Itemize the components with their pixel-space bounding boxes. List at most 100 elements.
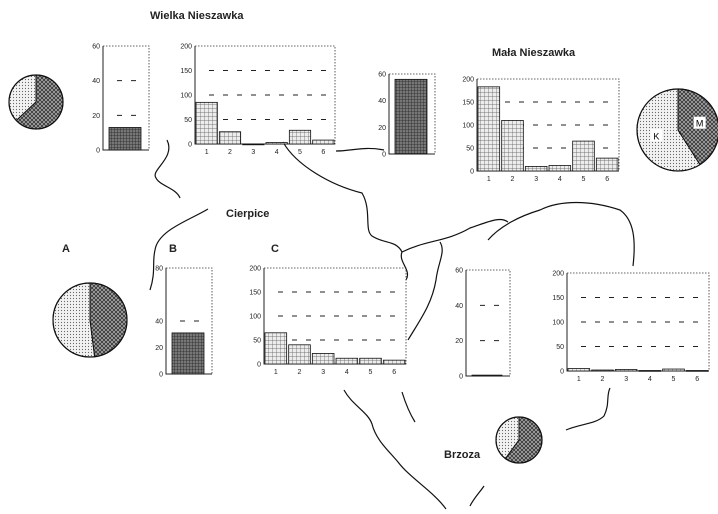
- y-tick-label: 150: [180, 68, 192, 75]
- x-tick-label: 1: [205, 149, 209, 156]
- y-tick-label: 150: [249, 290, 261, 297]
- bar: [288, 129, 312, 145]
- y-tick-label: 0: [470, 169, 474, 176]
- y-tick-label: 100: [180, 93, 192, 100]
- y-tick-label: 40: [92, 78, 100, 85]
- y-tick-label: 50: [556, 344, 564, 351]
- cierpice-pie: [52, 282, 128, 358]
- pie-outline: [495, 416, 543, 464]
- bar: [312, 139, 335, 145]
- bar: [359, 357, 382, 365]
- x-tick-label: 2: [511, 176, 515, 183]
- x-tick-label: 6: [695, 376, 699, 383]
- y-tick-label: 20: [92, 113, 100, 120]
- y-tick-label: 200: [180, 44, 192, 51]
- x-tick-label: 6: [321, 149, 325, 156]
- bar: [548, 165, 572, 172]
- y-tick-label: 0: [382, 152, 386, 159]
- bar: [501, 120, 524, 172]
- place-label-wielka-nieszawka: Wielka Nieszawka: [150, 10, 244, 22]
- x-tick-label: 4: [558, 176, 562, 183]
- bar: [242, 143, 265, 146]
- y-tick-label: 0: [560, 369, 564, 376]
- bar: [614, 369, 638, 372]
- x-tick-label: 4: [648, 376, 652, 383]
- cierpice-histogram: 0 50 100 150 200 1 2 3 4 5 6: [249, 266, 406, 376]
- y-tick-label: 0: [159, 372, 163, 379]
- y-tick-label: 40: [155, 319, 163, 326]
- y-tick-label: 100: [249, 314, 261, 321]
- pie-outline: [636, 88, 718, 172]
- bar: [265, 142, 288, 145]
- y-tick-label: 0: [257, 362, 261, 369]
- bar: [195, 101, 218, 145]
- y-tick-label: 50: [184, 117, 192, 124]
- mala-nieszawka-histogram: 0 50 100 150 200 1 2 3 4 5 6: [462, 77, 619, 183]
- x-tick-label: 2: [228, 149, 232, 156]
- y-tick-label: 0: [96, 148, 100, 155]
- y-tick-label: 100: [552, 320, 564, 327]
- x-tick-label: 3: [624, 376, 628, 383]
- bar: [311, 353, 335, 365]
- bar: [394, 78, 428, 155]
- x-tick-label: 2: [601, 376, 605, 383]
- x-tick-label: 1: [274, 369, 278, 376]
- bar: [591, 369, 614, 372]
- y-tick-label: 40: [378, 98, 386, 105]
- y-tick-label: 0: [459, 374, 463, 381]
- row-label-b: B: [169, 243, 177, 255]
- y-tick-label: 20: [155, 345, 163, 352]
- mala-nieszawka-pie: KM: [636, 88, 718, 172]
- y-tick-label: 40: [455, 303, 463, 310]
- y-tick-label: 80: [155, 266, 163, 273]
- bar: [471, 374, 503, 377]
- brzoza-total-bar-chart: 0 20 40 60: [455, 268, 504, 381]
- x-tick-label: 4: [345, 369, 349, 376]
- x-tick-label: 3: [251, 149, 255, 156]
- pie-outline: [52, 282, 128, 358]
- bar: [108, 127, 142, 151]
- y-tick-label: 150: [462, 100, 474, 107]
- bar: [382, 359, 406, 365]
- x-tick-label: 1: [577, 376, 581, 383]
- x-tick-label: 5: [298, 149, 302, 156]
- row-label-a: A: [62, 243, 70, 255]
- mala-nieszawka-total-bar-chart: 0 20 40 60: [378, 72, 429, 159]
- brzoza-histogram: 0 50 100 150 200 1 2 3 4 5 6: [552, 271, 709, 383]
- cierpice-total-bar-chart: 0 20 40 80: [155, 266, 206, 379]
- bar: [477, 86, 501, 172]
- x-tick-label: 3: [534, 176, 538, 183]
- y-tick-label: 200: [462, 77, 474, 84]
- y-tick-label: 200: [249, 266, 261, 273]
- x-tick-label: 1: [487, 176, 491, 183]
- x-tick-label: 5: [672, 376, 676, 383]
- river-lines: [149, 139, 635, 510]
- bar: [567, 368, 591, 372]
- y-tick-label: 20: [455, 338, 463, 345]
- pie-slice: [52, 282, 96, 358]
- pie-label-box: [693, 116, 706, 129]
- bar: [638, 370, 662, 372]
- x-tick-label: 2: [298, 369, 302, 376]
- wielka-nieszawka-total-bar-chart: 0 20 40 60: [92, 44, 143, 155]
- y-tick-label: 150: [552, 295, 564, 302]
- bar: [685, 370, 709, 372]
- y-tick-label: 100: [462, 123, 474, 130]
- pie-slice-label: K: [653, 131, 659, 141]
- y-tick-label: 0: [188, 142, 192, 149]
- x-tick-label: 3: [321, 369, 325, 376]
- place-label-brzoza: Brzoza: [444, 449, 481, 461]
- brzoza-pie: [495, 416, 543, 464]
- y-tick-label: 200: [552, 271, 564, 278]
- x-tick-label: 6: [392, 369, 396, 376]
- bar: [218, 131, 242, 145]
- pie-slice-label: M: [696, 119, 704, 129]
- bar: [264, 332, 288, 365]
- x-tick-label: 6: [605, 176, 609, 183]
- bar: [335, 357, 359, 365]
- x-tick-label: 5: [369, 369, 373, 376]
- bar: [288, 344, 311, 365]
- wielka-nieszawka-histogram: 0 50 100 150 200 1 2 3 4 5 6: [180, 44, 335, 156]
- x-tick-label: 5: [582, 176, 586, 183]
- pie-outline: [8, 74, 64, 130]
